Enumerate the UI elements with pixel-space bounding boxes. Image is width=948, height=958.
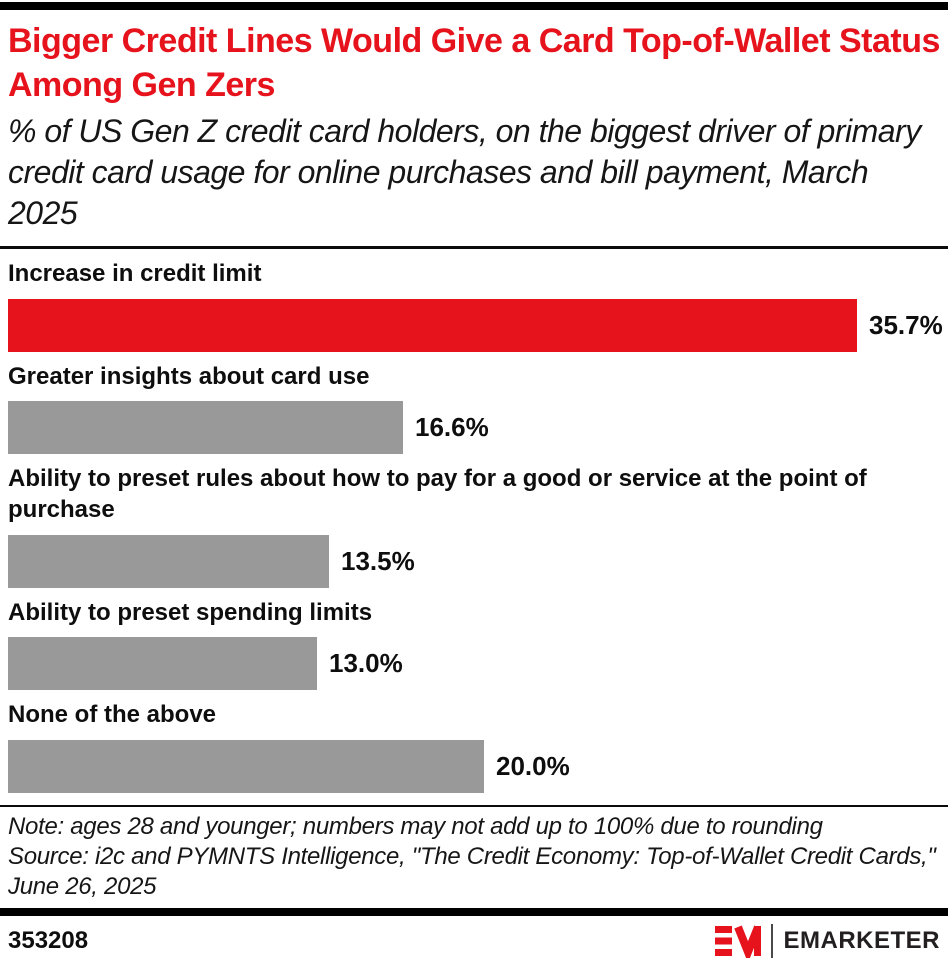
bar xyxy=(8,534,329,588)
bar xyxy=(8,298,857,352)
chart-top-divider xyxy=(0,245,948,249)
bar xyxy=(8,637,317,691)
bar-value-label: 35.7% xyxy=(869,309,943,340)
bar-category-label: Ability to preset spending limits xyxy=(8,598,373,626)
bar-value-label: 13.0% xyxy=(329,648,403,679)
footer-black-strip xyxy=(0,908,948,917)
chart-page: Bigger Credit Lines Would Give a Card To… xyxy=(0,20,948,958)
emarketer-em-icon xyxy=(715,925,762,958)
emarketer-logo: EMARKETER xyxy=(715,923,940,958)
brand-name: EMARKETER xyxy=(783,927,940,955)
note-text: Note: ages 28 and younger; numbers may n… xyxy=(8,813,823,841)
bar-row: 16.6% xyxy=(8,401,940,455)
bar-row: 20.0% xyxy=(8,740,940,794)
bar-row: 13.5% xyxy=(8,534,940,588)
note-block: Note: ages 28 and younger; numbers may n… xyxy=(8,812,940,902)
footer: 353208 EMARKETER xyxy=(8,916,940,958)
bar xyxy=(8,401,403,455)
bar-category-label: None of the above xyxy=(8,701,217,729)
source-text: Source: i2c and PYMNTS Intelligence, "Th… xyxy=(8,843,936,901)
bar-chart: Increase in credit limit 35.7% Greater ins… xyxy=(8,259,943,794)
bar-value-label: 20.0% xyxy=(496,751,570,782)
bar-category-label: Ability to preset rules about how to pay… xyxy=(8,465,867,524)
bar-row: 13.0% xyxy=(8,637,940,691)
chart-subtitle: % of US Gen Z credit card holders, on th… xyxy=(8,113,921,231)
bar-row: 35.7% xyxy=(8,298,943,352)
chart-title: Bigger Credit Lines Would Give a Card To… xyxy=(8,22,940,104)
bar-category-label: Greater insights about card use xyxy=(8,362,370,390)
chart-id: 353208 xyxy=(8,927,89,955)
top-black-strip xyxy=(0,2,948,10)
bar xyxy=(8,740,484,794)
bar-value-label: 13.5% xyxy=(341,545,415,576)
note-divider xyxy=(0,805,948,808)
logo-divider xyxy=(771,924,774,958)
bar-category-label: Increase in credit limit xyxy=(8,259,262,287)
bar-value-label: 16.6% xyxy=(415,412,489,443)
